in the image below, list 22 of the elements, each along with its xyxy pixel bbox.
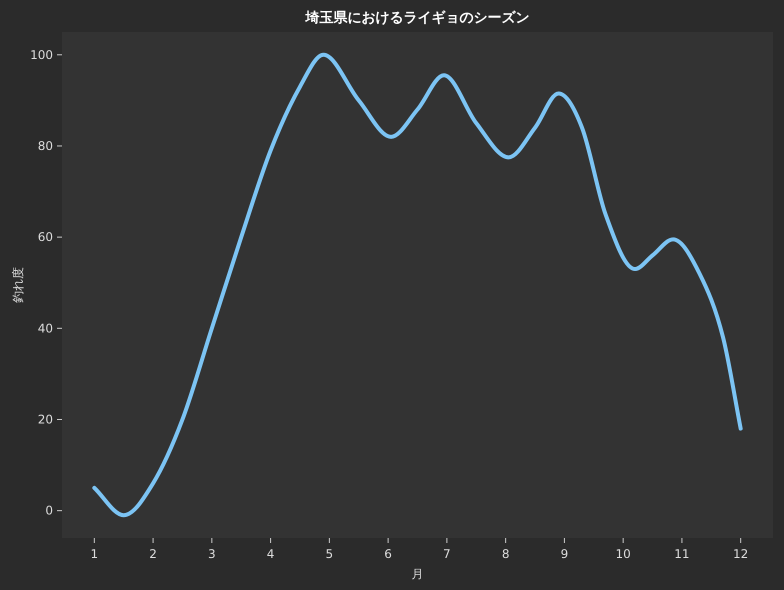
x-tick-label: 11 — [674, 547, 690, 561]
x-tick-label: 3 — [208, 547, 216, 561]
y-tick-label: 0 — [45, 504, 53, 518]
x-tick-label: 12 — [733, 547, 748, 561]
x-tick-label: 9 — [560, 547, 568, 561]
y-tick-label: 100 — [30, 48, 53, 62]
y-tick-label: 40 — [38, 321, 53, 336]
y-axis-title: 釣れ度 — [11, 267, 25, 303]
x-axis-title: 月 — [412, 567, 424, 581]
x-tick-label: 1 — [90, 547, 98, 561]
y-tick-label: 60 — [38, 230, 53, 244]
chart-title: 埼玉県におけるライギョのシーズン — [304, 10, 530, 26]
x-tick-label: 10 — [616, 547, 631, 561]
x-tick-label: 5 — [326, 547, 334, 561]
y-tick-label: 20 — [38, 412, 53, 426]
x-tick-label: 8 — [502, 547, 510, 561]
line-series — [92, 52, 743, 518]
x-tick-label: 6 — [384, 547, 392, 561]
x-tick-label: 2 — [149, 547, 157, 561]
x-tick-label: 7 — [443, 547, 451, 561]
y-tick-label: 80 — [38, 138, 53, 153]
x-tick-label: 4 — [266, 547, 274, 561]
